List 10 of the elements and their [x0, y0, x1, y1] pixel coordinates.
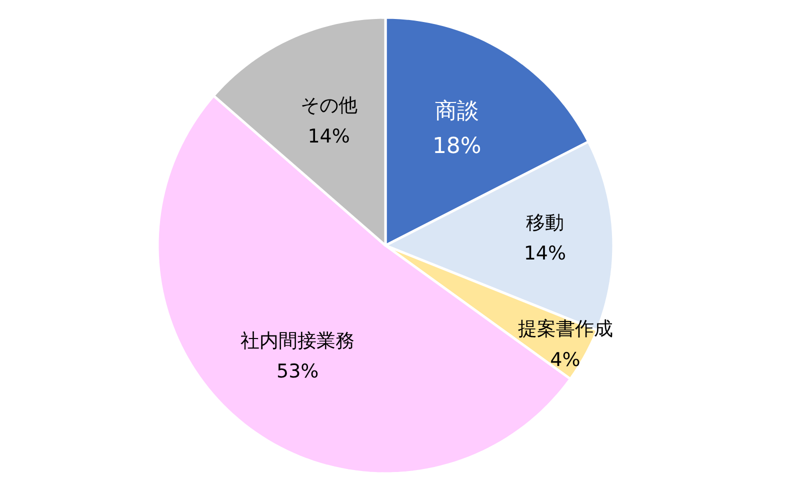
data-label: 18% — [432, 134, 482, 159]
data-label: 4% — [550, 348, 580, 371]
slice-label: 移動 — [526, 212, 564, 234]
slice-label: 商談 — [434, 98, 479, 124]
slice-label: 提案書作成 — [518, 318, 613, 340]
data-label: 14% — [308, 125, 350, 148]
data-label: 53% — [276, 360, 319, 383]
data-label: 14% — [524, 242, 566, 265]
slice-label: その他 — [300, 94, 358, 117]
slice-label: 社内間接業務 — [240, 330, 355, 352]
